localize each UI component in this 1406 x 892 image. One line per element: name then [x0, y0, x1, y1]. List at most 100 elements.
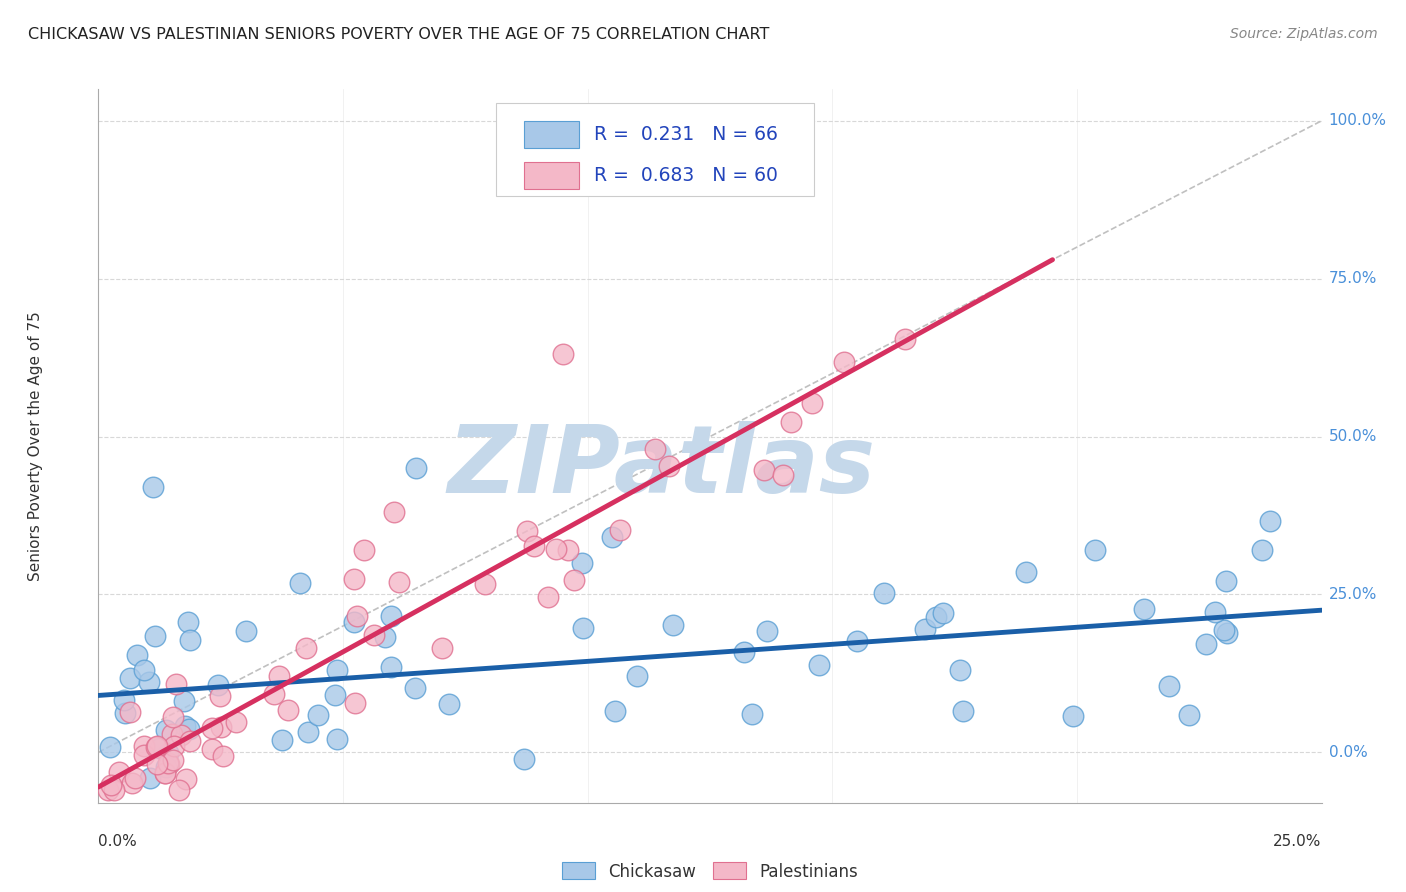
Point: [269, 668, 291, 682]
Point: [177, 722, 200, 736]
Point: [516, 524, 538, 539]
Point: [125, 648, 148, 662]
Point: [179, 632, 201, 647]
Point: [346, 608, 368, 623]
Point: [225, 715, 247, 730]
Point: [277, 703, 299, 717]
Point: [173, 693, 195, 707]
Point: [162, 753, 184, 767]
Point: [1062, 708, 1084, 723]
Text: Seniors Poverty Over the Age of 75: Seniors Poverty Over the Age of 75: [28, 311, 42, 581]
Point: [523, 539, 546, 553]
Point: [741, 707, 763, 722]
Point: [212, 748, 235, 763]
Point: [155, 723, 177, 738]
Text: 0.0%: 0.0%: [98, 834, 138, 849]
Point: [165, 677, 187, 691]
Legend: Chickasaw, Palestinians: Chickasaw, Palestinians: [555, 855, 865, 888]
Point: [138, 675, 160, 690]
Point: [553, 347, 575, 361]
Bar: [524, 162, 579, 189]
Point: [157, 756, 180, 770]
Point: [162, 726, 184, 740]
Point: [626, 669, 648, 683]
Text: 25.0%: 25.0%: [1329, 587, 1376, 602]
Point: [207, 678, 229, 692]
Point: [146, 739, 169, 754]
Point: [873, 585, 896, 599]
Point: [297, 725, 319, 739]
Point: [114, 706, 136, 720]
Point: [167, 783, 190, 797]
Point: [139, 771, 162, 785]
Point: [344, 696, 367, 710]
Point: [157, 747, 180, 761]
Point: [557, 543, 579, 558]
Text: 100.0%: 100.0%: [1329, 113, 1386, 128]
Point: [432, 641, 454, 656]
Point: [572, 621, 595, 635]
Point: [325, 688, 347, 702]
Point: [374, 630, 396, 644]
Point: [263, 687, 285, 701]
Point: [97, 783, 120, 797]
Point: [118, 671, 141, 685]
Point: [149, 740, 172, 755]
Point: [571, 556, 593, 570]
Point: [353, 542, 375, 557]
Point: [1258, 514, 1281, 528]
Point: [1157, 679, 1180, 693]
Point: [235, 624, 257, 638]
Point: [107, 764, 129, 779]
Point: [163, 739, 186, 754]
Point: [1213, 623, 1236, 637]
Point: [155, 760, 177, 774]
Point: [177, 615, 200, 629]
Point: [388, 574, 411, 589]
Text: R =  0.231   N = 66: R = 0.231 N = 66: [593, 125, 778, 144]
Point: [343, 573, 366, 587]
Point: [271, 733, 294, 747]
Point: [325, 663, 347, 677]
Point: [121, 776, 143, 790]
Point: [513, 752, 536, 766]
Point: [157, 756, 180, 771]
Point: [733, 644, 755, 658]
Point: [1215, 574, 1237, 589]
Point: [780, 415, 803, 429]
Text: CHICKASAW VS PALESTINIAN SENIORS POVERTY OVER THE AGE OF 75 CORRELATION CHART: CHICKASAW VS PALESTINIAN SENIORS POVERTY…: [28, 27, 769, 42]
Point: [772, 467, 794, 482]
Bar: [524, 120, 579, 148]
Point: [103, 783, 125, 797]
Point: [1178, 708, 1201, 723]
Text: Source: ZipAtlas.com: Source: ZipAtlas.com: [1230, 27, 1378, 41]
Point: [474, 576, 496, 591]
Point: [404, 681, 426, 696]
Point: [380, 608, 402, 623]
Point: [609, 523, 631, 537]
Point: [342, 615, 364, 629]
Point: [807, 658, 830, 673]
Text: ZIPatlas: ZIPatlas: [447, 421, 875, 514]
Text: 25.0%: 25.0%: [1274, 834, 1322, 849]
Point: [562, 574, 585, 588]
Point: [1195, 637, 1218, 651]
Text: 75.0%: 75.0%: [1329, 271, 1376, 286]
Point: [201, 742, 224, 756]
Text: R =  0.683   N = 60: R = 0.683 N = 60: [593, 166, 778, 185]
Point: [134, 739, 156, 753]
Point: [174, 772, 197, 786]
Point: [112, 692, 135, 706]
Point: [143, 630, 166, 644]
Point: [363, 628, 385, 642]
Point: [132, 663, 155, 677]
Point: [326, 731, 349, 746]
Point: [145, 756, 167, 771]
Point: [118, 706, 141, 720]
Point: [145, 740, 167, 755]
Point: [949, 663, 972, 677]
Point: [644, 442, 666, 456]
Point: [142, 480, 165, 494]
Point: [756, 624, 779, 638]
Point: [932, 606, 955, 620]
